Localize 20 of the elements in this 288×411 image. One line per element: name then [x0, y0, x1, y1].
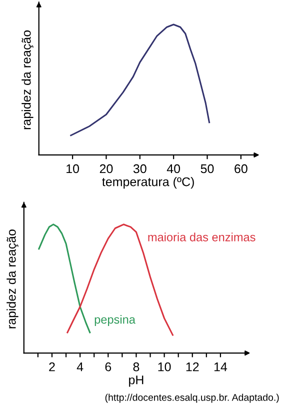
- x-axis-title: temperatura (ºC): [102, 177, 194, 189]
- x-axis-title: pH: [129, 376, 144, 387]
- x-tick-label: 10: [66, 164, 80, 174]
- x-tick-label: 10: [158, 362, 171, 372]
- x-tick-label: 8: [133, 362, 140, 372]
- x-tick-label: 4: [76, 362, 84, 372]
- x-tick-label: 6: [105, 362, 112, 372]
- text: (http://docentes.esalq.usp.br. Adaptado.): [105, 394, 279, 403]
- x-tick-label: 2: [49, 362, 55, 372]
- y-axis-title: rapidez da reação: [6, 230, 18, 328]
- x-tick-label: 60: [234, 164, 248, 174]
- x-tick-label: 20: [100, 164, 113, 174]
- y-axis-title: rapidez da reação: [22, 30, 34, 130]
- series-label: pepsina: [94, 315, 136, 326]
- x-tick-label: 40: [166, 164, 180, 174]
- x-tick-label: 50: [200, 164, 214, 174]
- x-tick-label: 12: [186, 362, 199, 372]
- x-tick-label: 14: [214, 362, 228, 372]
- x-tick-label: 30: [133, 164, 146, 174]
- series-label: maioria das enzimas: [148, 232, 256, 242]
